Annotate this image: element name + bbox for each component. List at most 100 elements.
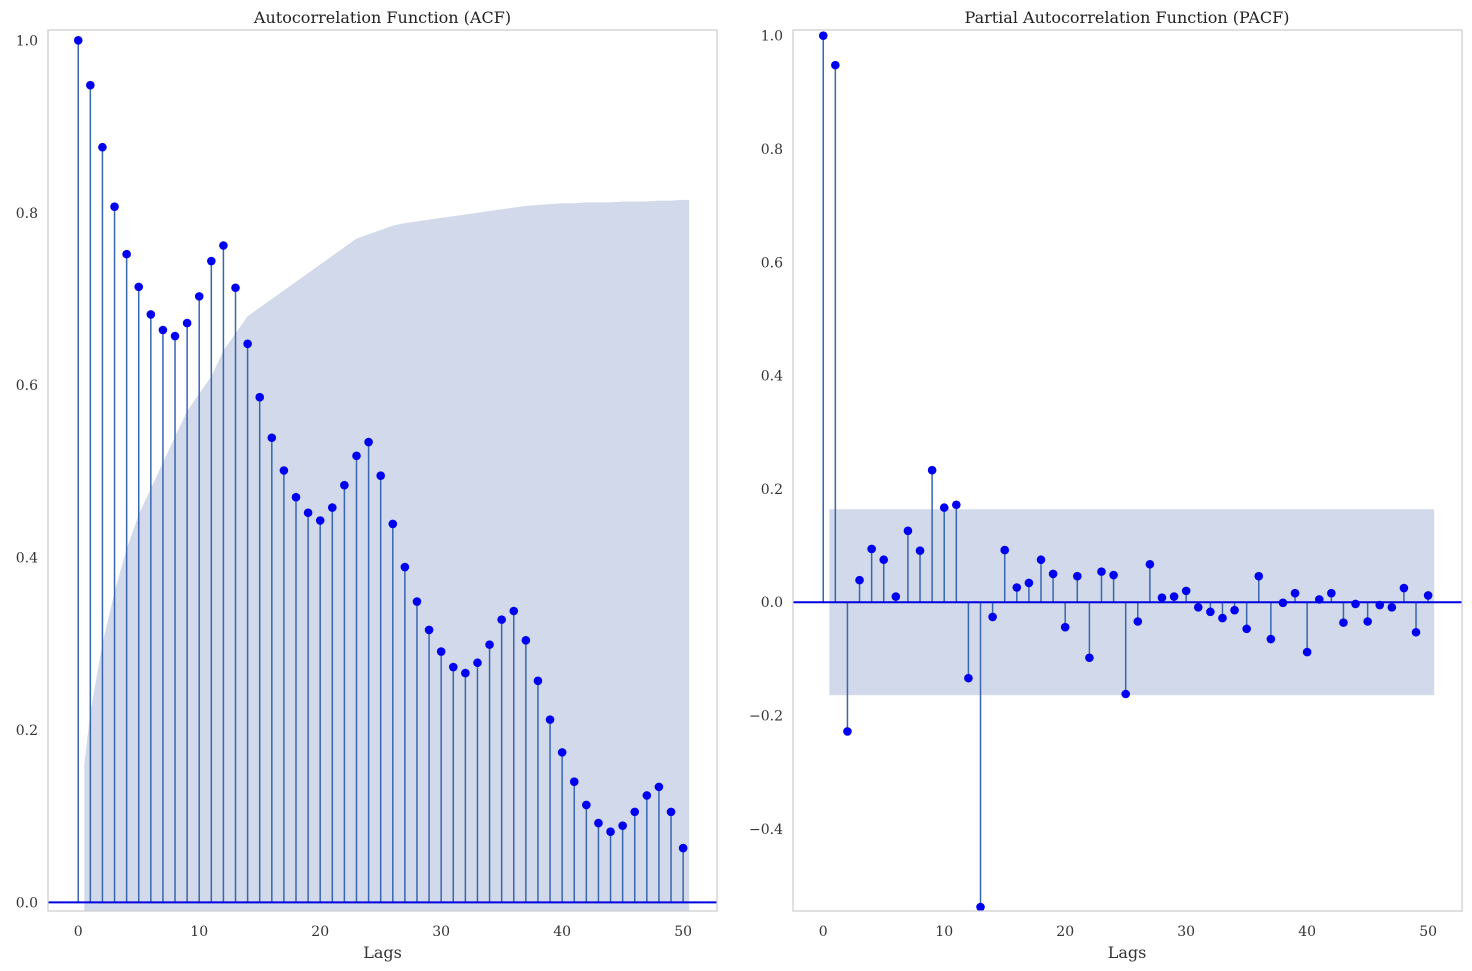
acf-point-lag-36 [509, 606, 519, 616]
acf-point-lag-27 [400, 562, 410, 572]
acf-point-lag-18 [291, 492, 301, 502]
pacf-point-lag-35 [1242, 624, 1251, 634]
pacf-point-lag-31 [1193, 603, 1203, 612]
acf-point-lag-9 [182, 318, 192, 328]
pacf-point-lag-44 [1351, 599, 1360, 609]
acf-panel: Autocorrelation Function (ACF) Lags 0 10 2… [16, 8, 718, 962]
acf-point-lag-40 [557, 748, 567, 757]
acf-point-lag-6 [146, 310, 156, 319]
acf-point-lag-22 [340, 480, 349, 490]
pacf-y-tick-label: 0.6 [761, 255, 783, 271]
acf-x-tick-label: 50 [674, 924, 692, 940]
pacf-point-lag-11 [952, 500, 961, 510]
pacf-y-tick-label: 0.2 [761, 482, 783, 498]
acf-point-lag-3 [110, 202, 119, 212]
pacf-point-lag-41 [1314, 595, 1324, 604]
pacf-point-lag-4 [867, 544, 876, 554]
pacf-ticks-layer: 0 10 20 30 40 50 −0.4 −0.2 0.0 0.2 0.4 0.6 0.8 1.0 [749, 29, 1437, 940]
pacf-point-lag-20 [1060, 622, 1070, 632]
pacf-point-lag-25 [1121, 689, 1130, 699]
acf-point-lag-39 [545, 715, 555, 724]
acf-stems-layer [48, 36, 717, 904]
acf-point-lag-13 [231, 283, 240, 293]
pacf-y-tick-label: 0.4 [761, 369, 783, 385]
pacf-point-lag-39 [1290, 588, 1300, 598]
pacf-point-lag-14 [988, 612, 997, 622]
pacf-point-lag-47 [1387, 603, 1397, 612]
acf-point-lag-49 [666, 807, 676, 817]
pacf-point-lag-45 [1363, 617, 1372, 626]
acf-plot-frame [47, 29, 718, 912]
acf-x-axis-label: Lags [363, 943, 402, 962]
acf-point-lag-34 [485, 640, 494, 649]
acf-point-lag-46 [630, 807, 640, 817]
acf-point-lag-8 [170, 331, 180, 341]
pacf-point-lag-5 [879, 555, 889, 565]
acf-y-tick-label: 1.0 [16, 33, 38, 49]
acf-point-lag-12 [219, 241, 228, 250]
pacf-point-lag-19 [1048, 569, 1058, 579]
acf-y-tick-label: 0.4 [16, 551, 38, 567]
acf-point-lag-19 [303, 508, 313, 518]
acf-point-lag-31 [448, 662, 458, 672]
pacf-point-lag-21 [1072, 571, 1082, 581]
acf-ticks-layer: 0 10 20 30 40 50 0.0 0.2 0.4 0.6 0.8 1.0 [16, 33, 692, 940]
acf-point-lag-0 [73, 36, 83, 45]
pacf-point-lag-40 [1302, 647, 1312, 657]
pacf-x-axis-label: Lags [1108, 943, 1147, 962]
pacf-point-lag-18 [1036, 555, 1046, 565]
acf-point-lag-41 [569, 777, 579, 786]
acf-x-tick-label: 0 [74, 924, 83, 940]
acf-point-lag-24 [364, 437, 373, 447]
pacf-point-lag-27 [1145, 559, 1155, 569]
pacf-point-lag-34 [1230, 605, 1239, 615]
acf-point-lag-7 [158, 325, 168, 335]
acf-point-lag-43 [594, 818, 603, 828]
acf-x-tick-label: 20 [311, 924, 329, 940]
pacf-point-lag-49 [1411, 627, 1421, 637]
acf-point-lag-15 [255, 392, 265, 402]
acf-point-lag-1 [86, 80, 95, 90]
acf-point-lag-20 [315, 516, 325, 525]
pacf-point-lag-42 [1327, 588, 1336, 598]
pacf-point-lag-6 [891, 592, 901, 601]
pacf-point-lag-16 [1012, 583, 1022, 592]
pacf-point-lag-22 [1085, 653, 1094, 663]
pacf-y-tick-label: −0.4 [749, 822, 783, 838]
acf-title: Autocorrelation Function (ACF) [253, 8, 511, 27]
pacf-stems-layer [793, 31, 1462, 912]
acf-point-lag-23 [352, 451, 361, 461]
pacf-point-lag-17 [1024, 578, 1034, 588]
acf-point-lag-28 [412, 597, 422, 606]
acf-point-lag-17 [279, 466, 289, 475]
pacf-point-lag-7 [903, 526, 913, 536]
acf-point-lag-33 [473, 658, 482, 668]
acf-y-tick-label: 0.2 [16, 723, 38, 739]
pacf-point-lag-33 [1218, 613, 1227, 623]
pacf-point-lag-15 [1000, 545, 1010, 555]
pacf-y-tick-label: 0.0 [761, 595, 783, 611]
pacf-x-tick-label: 10 [935, 924, 953, 940]
acf-point-lag-45 [618, 821, 627, 830]
acf-point-lag-35 [497, 615, 506, 624]
pacf-x-tick-label: 0 [819, 924, 828, 940]
pacf-y-tick-label: −0.2 [749, 709, 783, 725]
pacf-point-lag-24 [1109, 570, 1118, 580]
acf-point-lag-14 [243, 339, 252, 349]
pacf-x-tick-label: 30 [1177, 924, 1195, 940]
pacf-point-lag-0 [818, 31, 828, 40]
acf-point-lag-42 [582, 800, 591, 810]
pacf-point-lag-48 [1399, 583, 1409, 593]
acf-point-lag-48 [654, 782, 664, 792]
acf-point-lag-44 [606, 827, 615, 836]
pacf-point-lag-36 [1254, 571, 1264, 581]
pacf-point-lag-32 [1206, 607, 1215, 617]
pacf-point-lag-50 [1423, 591, 1433, 600]
pacf-y-tick-label: 1.0 [761, 29, 783, 45]
pacf-point-lag-3 [855, 575, 864, 585]
pacf-point-lag-8 [915, 546, 925, 555]
acf-point-lag-47 [642, 791, 652, 800]
pacf-point-lag-2 [843, 727, 852, 736]
pacf-point-lag-9 [927, 465, 937, 475]
pacf-point-lag-30 [1181, 586, 1191, 596]
